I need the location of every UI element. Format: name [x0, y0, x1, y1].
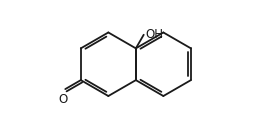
Text: OH: OH	[145, 28, 163, 41]
Text: O: O	[58, 93, 68, 106]
